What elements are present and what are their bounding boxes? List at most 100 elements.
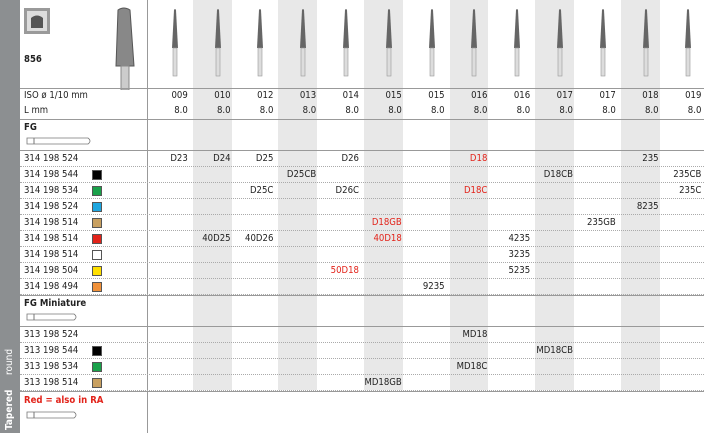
length: 8.0: [345, 105, 359, 116]
row-rule: [20, 358, 704, 359]
size: 013: [299, 90, 317, 101]
cell: 235: [642, 153, 659, 164]
product-code: 314 198 524: [24, 153, 79, 164]
size: 010: [214, 90, 231, 101]
bur-icon: [343, 9, 349, 77]
cell: 235C: [679, 185, 702, 196]
bur-icon: [171, 9, 178, 77]
product-code: 314 198 544: [24, 169, 79, 180]
color-swatch: [92, 362, 102, 372]
cell: D18GB: [371, 217, 402, 228]
cell: D18C: [463, 185, 488, 196]
size: 009: [171, 90, 188, 101]
size: 015: [385, 90, 402, 101]
cell: 40D18: [373, 233, 402, 244]
color-swatch: [92, 346, 102, 356]
column-shade: [192, 0, 232, 390]
length: 8.0: [602, 105, 616, 116]
row-rule: [20, 246, 704, 247]
bur-icon: [471, 9, 478, 77]
iso-label: ISO ø 1/10 mm: [24, 90, 88, 101]
sidebar-tip: round: [4, 348, 15, 375]
length: 8.0: [388, 105, 402, 116]
row-rule: [20, 278, 704, 279]
color-swatch: [92, 234, 102, 244]
shank-icon: [26, 411, 77, 419]
sidebar-shape: Tapered: [4, 389, 15, 430]
product-code: 314 198 524: [24, 201, 79, 212]
row-rule: [20, 294, 704, 295]
row-rule: [20, 342, 704, 343]
length: 8.0: [559, 105, 573, 116]
cell: 3235: [508, 249, 531, 260]
length-label: L mm: [24, 105, 49, 116]
product-code: 314 198 534: [24, 185, 79, 196]
length: 8.0: [645, 105, 659, 116]
color-swatch: [92, 250, 102, 260]
product-code: 313 198 524: [24, 329, 79, 340]
row-rule: [20, 198, 704, 199]
bur-large: [115, 7, 135, 90]
cell: D25: [255, 153, 274, 164]
footer-rule: [20, 391, 704, 392]
row-rule: [20, 390, 704, 391]
row-rule: [20, 374, 704, 375]
column-shade: [364, 0, 403, 390]
row-rule: [20, 166, 704, 167]
color-swatch: [92, 266, 102, 276]
length: 8.0: [174, 105, 188, 116]
bur-icon: [642, 9, 649, 77]
product-code: 314 198 504: [24, 265, 79, 276]
row-rule: [20, 262, 704, 263]
size: 017: [556, 90, 573, 101]
cell: 40D26: [245, 233, 274, 244]
bur-icon: [257, 9, 264, 77]
bur-icon: [514, 9, 521, 77]
size: 016: [471, 90, 488, 101]
color-swatch: [92, 218, 102, 228]
cell: MD18: [462, 329, 488, 340]
shank-icon: [26, 313, 77, 321]
column-shade: [620, 0, 660, 390]
cell: D18: [469, 153, 488, 164]
length: 8.0: [687, 105, 702, 116]
cell: 40D25: [202, 233, 231, 244]
color-swatch: [92, 282, 102, 292]
size: 014: [342, 90, 359, 101]
cell: D26C: [335, 185, 359, 196]
size: 018: [642, 90, 659, 101]
cell: D25CB: [286, 169, 317, 180]
color-swatch: [92, 202, 102, 212]
bur-icon: [428, 9, 435, 77]
column-shade: [449, 0, 489, 390]
cell: 4235: [508, 233, 531, 244]
product-code: 313 198 514: [24, 377, 79, 388]
section-rule: [20, 119, 704, 120]
cell: MD18GB: [364, 377, 402, 388]
length: 8.0: [516, 105, 531, 116]
footer-note: Red = also in RA: [24, 395, 104, 406]
bur-icon: [557, 9, 563, 77]
cell: 235GB: [587, 217, 616, 228]
shape-icon: [24, 8, 50, 34]
color-swatch: [92, 170, 102, 180]
size: 016: [513, 90, 531, 101]
cell: D24: [213, 153, 231, 164]
section-rule: [20, 150, 704, 151]
row-rule: [20, 182, 704, 183]
product-code: 314 198 514: [24, 249, 79, 260]
product-code: 313 198 544: [24, 345, 79, 356]
length: 8.0: [302, 105, 317, 116]
header-rule: [20, 88, 704, 89]
cell: 9235: [422, 281, 445, 292]
bur-icon: [685, 9, 692, 77]
cell: 8235: [636, 201, 659, 212]
product-code: 314 198 494: [24, 281, 79, 292]
size: 012: [257, 90, 274, 101]
color-swatch: [92, 186, 102, 196]
cell: D25C: [249, 185, 274, 196]
label-divider: [147, 0, 148, 433]
product-code: 313 198 534: [24, 361, 79, 372]
cell: D18CB: [543, 169, 573, 180]
